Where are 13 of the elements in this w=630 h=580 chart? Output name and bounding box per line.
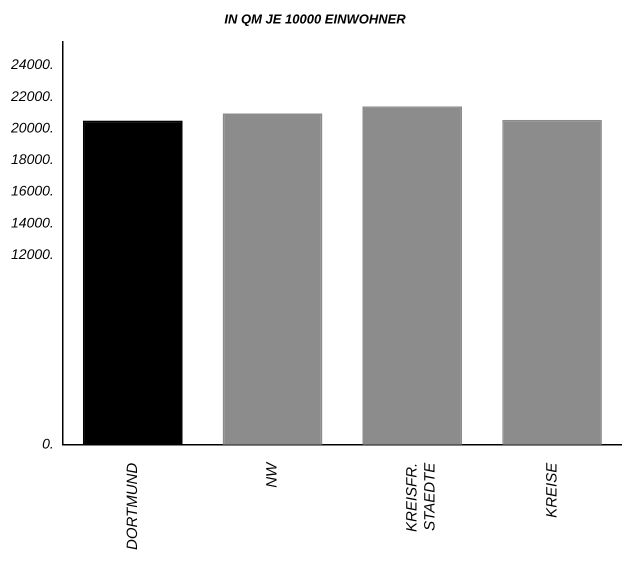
y-tick-label: 14000. xyxy=(10,214,54,230)
x-tick-label: NW xyxy=(264,460,281,488)
y-tick-label: 18000. xyxy=(10,151,54,168)
chart-subtitle: IN QM JE 10000 EINWOHNER xyxy=(224,11,406,26)
y-tick-label: 24000. xyxy=(10,56,54,72)
y-tick-label: 12000. xyxy=(10,246,54,262)
y-tick-label: 16000. xyxy=(10,182,54,199)
y-tick-label: 20000. xyxy=(10,119,54,136)
x-tick-label: KREISFR. STAEDTE xyxy=(403,462,438,532)
x-tick-label: KREISE xyxy=(543,462,560,518)
y-tick-label: 22000. xyxy=(10,88,54,104)
x-tick-label: DORTMUND xyxy=(124,462,141,550)
y-tick-label: 0. xyxy=(42,436,54,452)
